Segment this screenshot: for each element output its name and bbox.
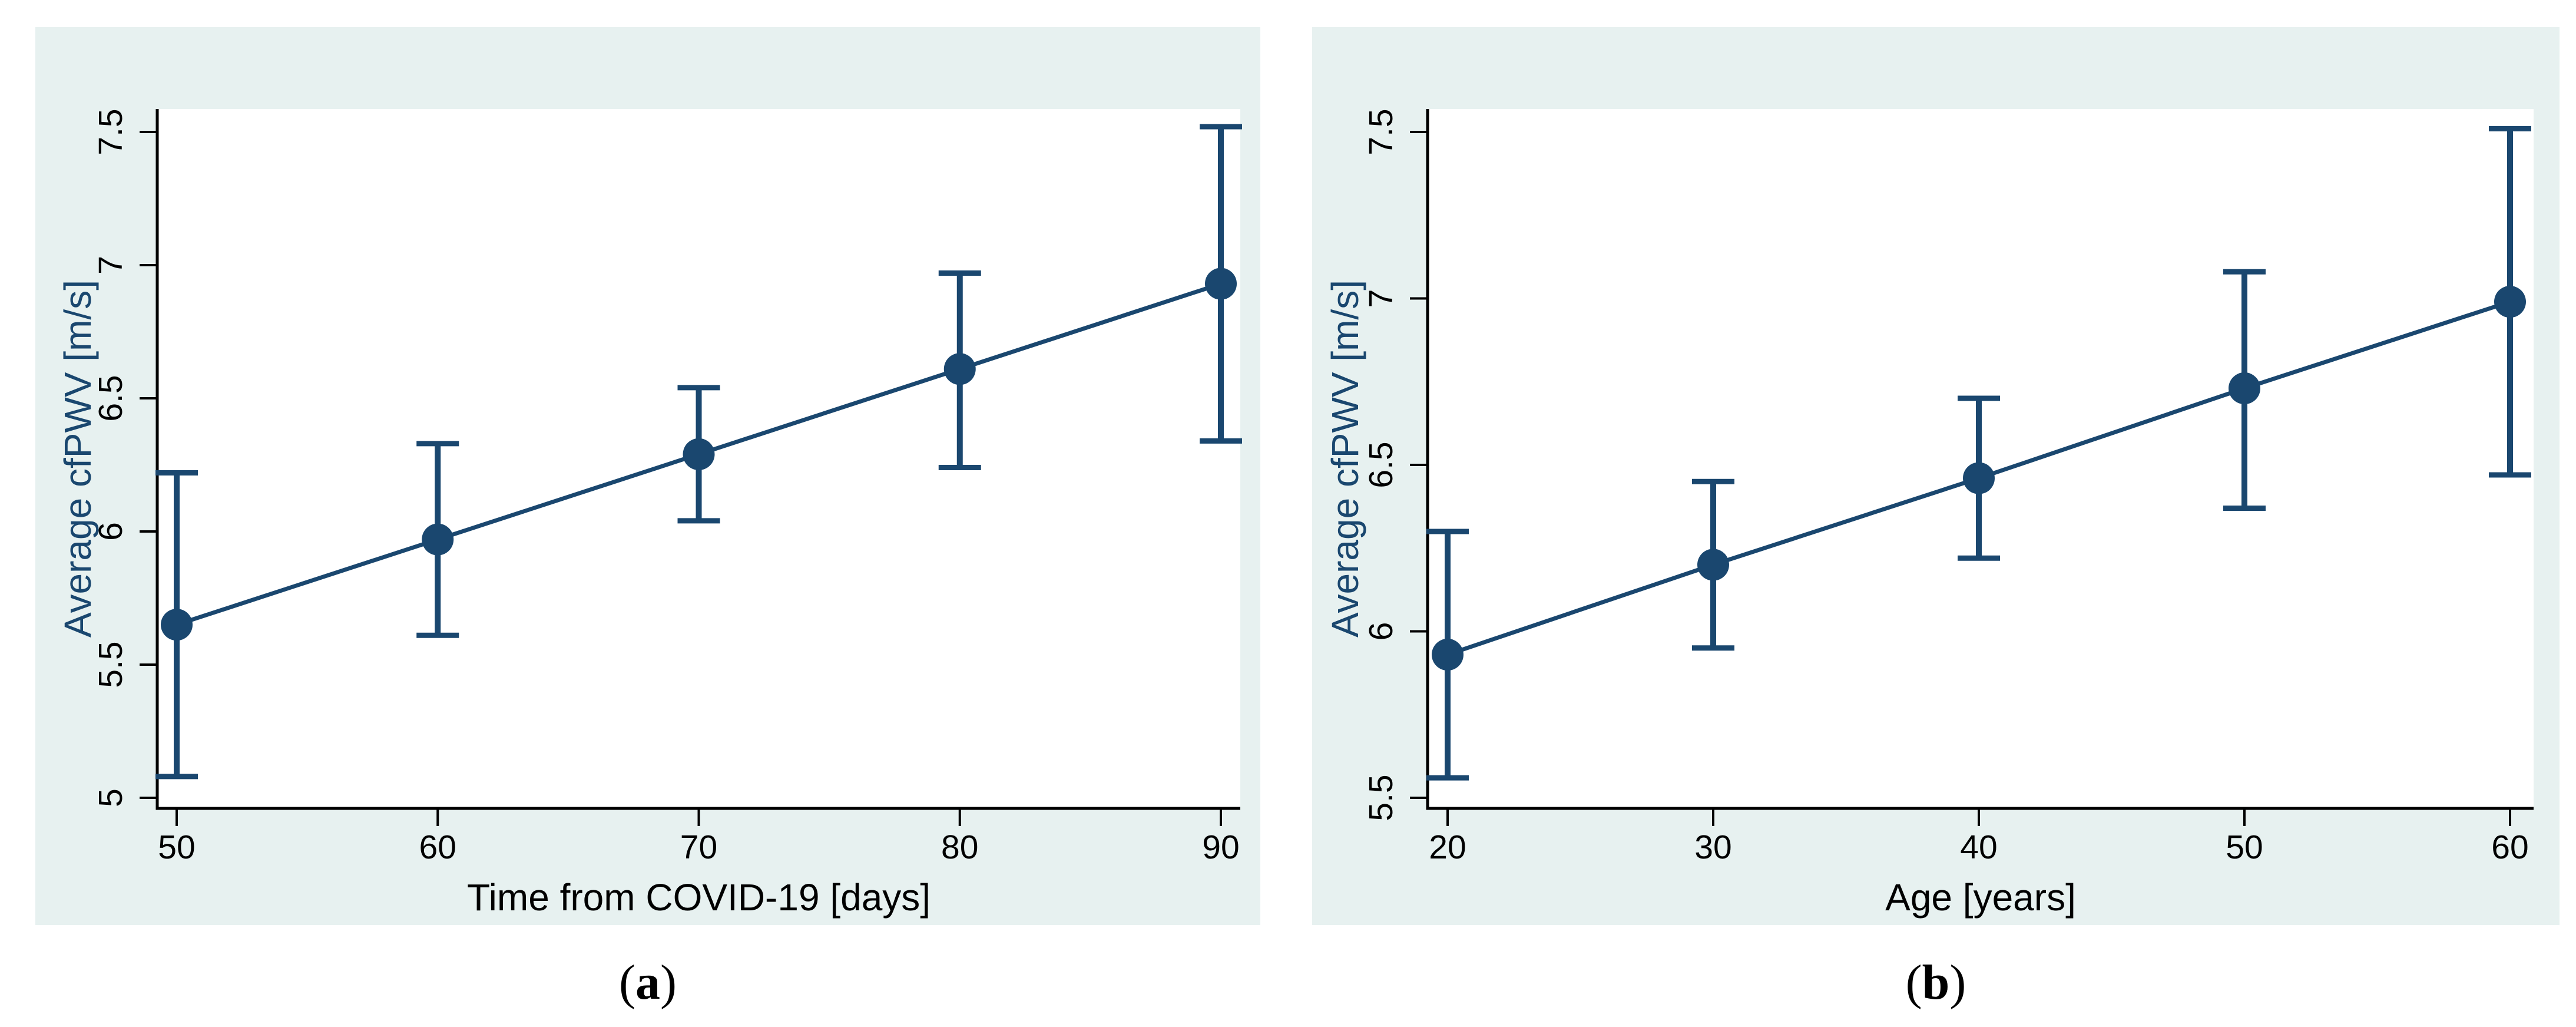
panel-caption-b: (b) [1818, 953, 2054, 1012]
data-point-marker [422, 523, 454, 556]
x-tick-label: 30 [1694, 828, 1731, 866]
y-tick-label: 5.5 [1362, 774, 1400, 821]
y-axis-title: Average cfPWV [m/s] [1324, 280, 1366, 638]
chart-panel-a: 7.5 7 6.5 6 5.5 5 50 60 70 80 90 Time from COVID-19… [35, 27, 1260, 925]
y-tick-label: 6 [92, 522, 130, 541]
data-point-marker [1432, 639, 1464, 671]
x-tick-label: 90 [1202, 828, 1239, 866]
y-tick-label: 7 [1362, 289, 1400, 308]
x-axis-title: Age [years] [1885, 876, 2076, 919]
y-tick-label: 6.5 [92, 375, 130, 421]
y-tick-label: 5 [92, 788, 130, 807]
data-point-marker [2494, 286, 2526, 318]
x-tick-label: 40 [1960, 828, 1997, 866]
y-tick-label: 6 [1362, 622, 1400, 641]
x-tick-label: 50 [158, 828, 195, 866]
y-tick-label: 7.5 [1362, 108, 1400, 155]
x-tick-label: 20 [1429, 828, 1466, 866]
caption-open-paren: ( [1905, 955, 1922, 1010]
y-tick-label: 6.5 [1362, 441, 1400, 488]
x-axis-title: Time from COVID-19 [days] [467, 876, 931, 919]
data-point-marker [683, 438, 715, 470]
panel-caption-a: (a) [530, 953, 766, 1012]
data-point-marker [1963, 462, 1995, 494]
data-point-marker [2229, 372, 2260, 405]
caption-close-paren: ) [1949, 955, 1966, 1010]
chart-a-canvas: 7.5 7 6.5 6 5.5 5 50 60 70 80 90 Time from COVID-19… [35, 27, 1260, 925]
x-tick-label: 70 [680, 828, 717, 866]
data-point-marker [1205, 268, 1237, 300]
data-point-marker [943, 353, 976, 385]
chart-panel-b: 7.5 7 6.5 6 5.5 20 30 40 50 60 Age [years] Average … [1312, 27, 2560, 925]
y-tick-label: 7.5 [92, 108, 130, 155]
y-tick-label: 7 [92, 256, 130, 275]
y-axis-title: Average cfPWV [m/s] [57, 280, 99, 638]
y-tick-label: 5.5 [92, 641, 130, 688]
data-point-marker [1697, 549, 1729, 581]
caption-open-paren: ( [619, 955, 635, 1010]
caption-close-paren: ) [660, 955, 677, 1010]
data-point-marker [161, 609, 193, 641]
caption-letter: b [1922, 955, 1950, 1010]
x-tick-label: 60 [2491, 828, 2528, 866]
x-tick-label: 50 [2226, 828, 2263, 866]
chart-b-canvas: 7.5 7 6.5 6 5.5 20 30 40 50 60 Age [years] Average … [1312, 27, 2560, 925]
caption-letter: a [635, 955, 660, 1010]
x-tick-label: 80 [941, 828, 978, 866]
x-tick-label: 60 [419, 828, 456, 866]
